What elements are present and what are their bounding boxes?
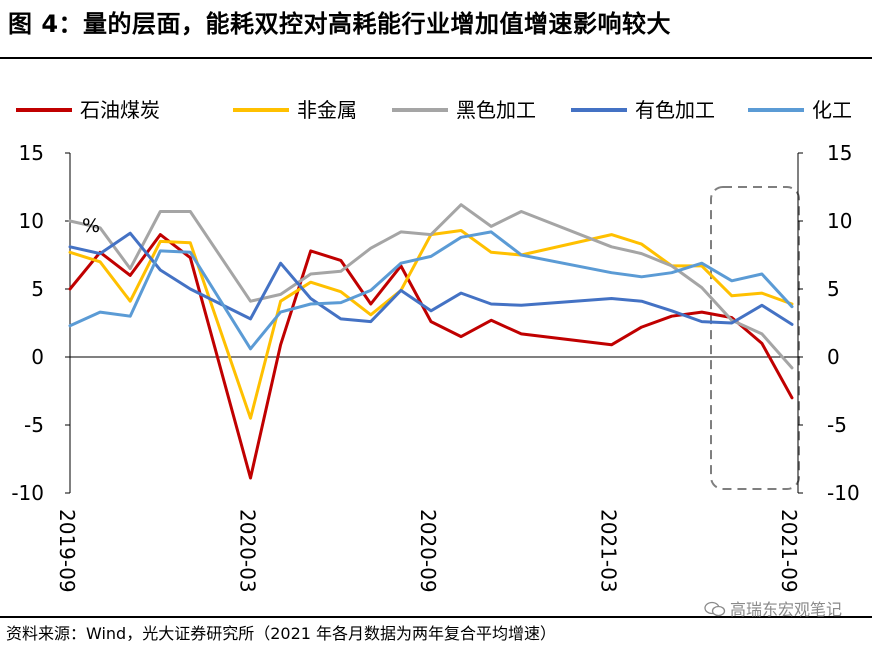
chart-series-lines: [68, 203, 794, 480]
y-axis-unit-label: %: [82, 215, 100, 237]
watermark-text: 高瑞东宏观笔记: [729, 600, 842, 619]
y-tick-label-right: 0: [827, 345, 840, 369]
top-rule: [0, 57, 872, 59]
series-line: [68, 231, 794, 326]
legend-label: 有色加工: [635, 98, 715, 122]
watermark: 高瑞东宏观笔记: [704, 596, 842, 620]
line-chart: 石油煤炭 非金属 黑色加工 有色加工 化工 15 15 10 10 5 5 0 0 -5 -5 -10 -10…: [11, 98, 859, 593]
bottom-rule: [0, 616, 872, 618]
y-tick-label-left: 10: [19, 209, 44, 233]
series-line: [68, 230, 794, 351]
legend-label: 黑色加工: [456, 98, 536, 122]
legend-label: 非金属: [297, 98, 357, 122]
y-tick-label-left: 15: [19, 141, 44, 165]
legend-label: 石油煤炭: [80, 98, 160, 122]
y-tick-label-left: 0: [31, 345, 44, 369]
y-tick-label-right: 15: [827, 141, 852, 165]
y-tick-label-left: 5: [31, 277, 44, 301]
series-line: [68, 229, 794, 420]
series-line: [68, 233, 794, 480]
legend-label: 化工: [812, 98, 852, 122]
x-tick-label: 2020-09: [416, 509, 440, 593]
y-tick-label-left: -5: [24, 413, 44, 437]
y-tick-label-right: 5: [827, 277, 840, 301]
x-tick-label: 2019-09: [55, 509, 79, 593]
y-tick-label-right: 10: [827, 209, 852, 233]
x-tick-label: 2021-09: [777, 509, 801, 593]
x-tick-label: 2021-03: [597, 509, 621, 593]
wechat-icon: [704, 601, 726, 617]
x-tick-label: 2020-03: [236, 509, 260, 593]
highlight-dashed-box: [710, 186, 800, 490]
page-title: 图 4：量的层面，能耗双控对高耗能行业增加值增速影响较大: [8, 10, 672, 38]
y-tick-label-left: -10: [11, 481, 44, 505]
source-note: 资料来源：Wind，光大证券研究所（2021 年各月数据为两年复合平均增速）: [6, 624, 557, 643]
y-tick-label-right: -5: [827, 413, 847, 437]
chart-legend: 石油煤炭 非金属 黑色加工 有色加工 化工: [16, 98, 852, 122]
chart-axes: 15 15 10 10 5 5 0 0 -5 -5 -10 -10 2019-09 2020-03 2020…: [11, 141, 859, 593]
y-tick-label-right: -10: [827, 481, 860, 505]
series-line: [68, 203, 794, 370]
